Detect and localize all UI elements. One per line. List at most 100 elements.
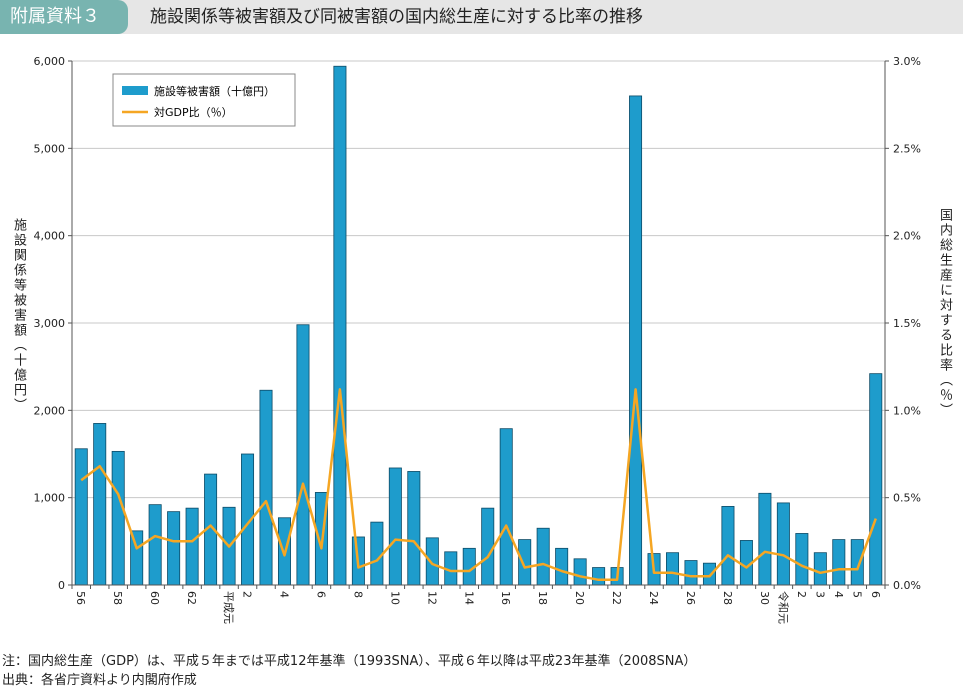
x-tick-label-text: 5: [850, 591, 863, 598]
x-tick-label: 56: [74, 591, 87, 605]
x-tick-label: 4: [278, 591, 291, 598]
damage-bar: [407, 471, 421, 586]
x-tick-label-text: 4: [278, 591, 291, 598]
damage-bar: [684, 560, 698, 586]
x-tick-label-text: 16: [499, 591, 512, 605]
ratio-line: [80, 388, 877, 582]
damage-bar: [592, 567, 606, 586]
damage-bar: [296, 324, 310, 586]
x-tick-label: 4: [832, 591, 845, 598]
x-tick-label: 28: [721, 591, 734, 605]
x-tick-label-text: 30: [758, 591, 771, 605]
x-tick-label: 8: [351, 591, 364, 598]
x-tick-label: 62: [185, 591, 198, 605]
x-tick-label-text: 58: [111, 591, 124, 605]
x-tick-label-text: 56: [74, 591, 87, 605]
grid-lines: [72, 60, 885, 499]
right-tick-label: 0.0%: [893, 579, 921, 592]
right-tick-label: 1.0%: [893, 404, 921, 417]
bar-series: [74, 65, 883, 586]
right-tick-label: 1.5%: [893, 317, 921, 330]
damage-bar: [721, 505, 735, 586]
damage-bar: [536, 527, 550, 586]
x-tick-label: 18: [536, 591, 549, 605]
x-tick-label: 5: [850, 591, 863, 598]
right-axis-label: 国内総生産に対する比率（％）: [937, 208, 952, 418]
x-tick-label-text: 22: [610, 591, 623, 605]
damage-bar: [93, 423, 107, 586]
x-tick-label: 2: [795, 591, 808, 598]
x-tick-label: 22: [610, 591, 623, 605]
legend-line-label: 対GDP比（％）: [154, 105, 233, 119]
damage-bar: [425, 537, 439, 586]
header-bar: 附属資料３ 施設関係等被害額及び同被害額の国内総生産に対する比率の推移: [0, 0, 963, 34]
x-tick-label-text: 24: [647, 591, 660, 605]
x-tick-label: 16: [499, 591, 512, 605]
damage-bar: [333, 65, 347, 586]
damage-bar: [758, 492, 772, 586]
left-tick-label: 3,000: [34, 317, 66, 330]
x-tick-label: 58: [111, 591, 124, 605]
x-tick-label-text: 2: [795, 591, 808, 598]
left-tick-label: 2,000: [34, 404, 66, 417]
x-tick-label: 3: [813, 591, 826, 598]
x-tick-label-text: 令和元: [776, 591, 790, 624]
right-tick-label: 2.5%: [893, 142, 921, 155]
damage-bar: [74, 448, 88, 586]
left-tick-label: 4,000: [34, 230, 66, 243]
damage-bar: [813, 552, 827, 586]
left-tick-label: 6,000: [34, 55, 66, 68]
damage-bar: [795, 533, 809, 586]
x-tick-label-text: 28: [721, 591, 734, 605]
chart-title: 施設関係等被害額及び同被害額の国内総生産に対する比率の推移: [150, 7, 643, 27]
footnote: 注：国内総生産（GDP）は、平成５年までは平成12年基準（1993SNA）、平成…: [2, 654, 697, 669]
x-tick-label: 26: [684, 591, 697, 605]
x-tick-label-text: 60: [148, 591, 161, 605]
x-tick-label: 6: [869, 591, 882, 598]
x-tick-label: 24: [647, 591, 660, 605]
x-tick-label: 令和元: [776, 591, 790, 624]
x-tick-label: 6: [314, 591, 327, 598]
x-tick-label: 20: [573, 591, 586, 605]
legend-box: [112, 73, 296, 127]
damage-bar: [555, 547, 569, 586]
x-tick-label: 14: [462, 591, 475, 605]
x-tick-label: 12: [425, 591, 438, 605]
x-tick-label-text: 18: [536, 591, 549, 605]
x-tick-label-text: 8: [351, 591, 364, 598]
left-tick-label: 5,000: [34, 142, 66, 155]
damage-bar: [185, 507, 199, 586]
x-tick-label: 2: [241, 591, 254, 598]
left-axis-ticks: 0 1,000 2,000 3,000 4,000 5,000 6,000: [34, 55, 72, 592]
chart-area: 0 1,000 2,000 3,000 4,000 5,000 6,000 0.0% 0.5%…: [34, 55, 921, 624]
source-note: 出典：各省庁資料より内閣府作成: [2, 673, 197, 688]
damage-bar: [167, 511, 181, 586]
damage-bar: [832, 539, 846, 586]
damage-bar: [481, 507, 495, 586]
x-tick-label-text: 6: [314, 591, 327, 598]
damage-bar: [666, 552, 680, 586]
right-tick-label: 2.0%: [893, 230, 921, 243]
x-tick-label-text: 4: [832, 591, 845, 598]
damage-bar: [573, 558, 587, 586]
damage-bar: [259, 389, 273, 586]
damage-bar: [702, 562, 716, 586]
x-tick-label-text: 12: [425, 591, 438, 605]
legend: 施設等被害額（十億円） 対GDP比（％）: [112, 73, 296, 127]
damage-bar: [370, 521, 384, 586]
legend-bar-swatch: [122, 86, 148, 95]
x-tick-label-text: 6: [869, 591, 882, 598]
right-tick-label: 0.5%: [893, 492, 921, 505]
damage-bar: [388, 467, 402, 586]
legend-bar-label: 施設等被害額（十億円）: [154, 84, 275, 98]
damage-bar: [518, 539, 532, 586]
x-tick-label-text: 62: [185, 591, 198, 605]
x-tick-label: 10: [388, 591, 401, 605]
x-tick-label: 平成元: [222, 591, 235, 624]
left-tick-label: 0: [58, 579, 65, 592]
damage-bar: [850, 539, 864, 586]
x-axis-ticks: 56 58 60 62 平成元 2 4 6 8 10 12 14 16 18 20 22 24 26 28 30 令和元…: [71, 585, 886, 624]
x-tick-label-text: 3: [813, 591, 826, 598]
x-tick-label-text: 20: [573, 591, 586, 605]
right-axis-ticks: 0.0% 0.5% 1.0% 1.5% 2.0% 2.5% 3.0%: [885, 55, 921, 592]
